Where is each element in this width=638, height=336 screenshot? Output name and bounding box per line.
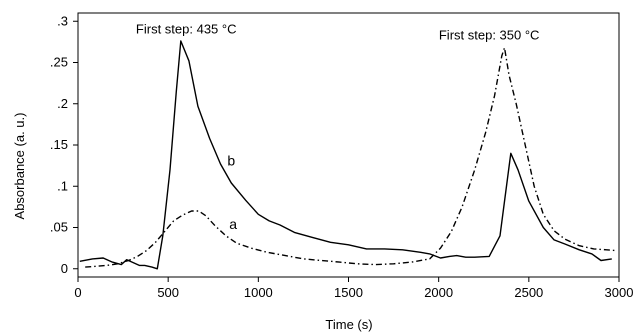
y-tick-label: .25 xyxy=(50,55,68,70)
x-tick-label: 500 xyxy=(157,285,179,300)
x-tick-label: 2500 xyxy=(514,285,543,300)
series-layer xyxy=(79,40,618,270)
y-axis: 0 .05 .1 .15 .2 .25 .3 xyxy=(50,13,78,276)
series-line-b xyxy=(79,40,612,270)
annotation-label: First step: 350 °C xyxy=(439,27,540,42)
x-axis: 0 500 1000 1500 2000 2500 3000 xyxy=(74,277,633,300)
x-tick-label: 2000 xyxy=(424,285,453,300)
x-tick-label: 0 xyxy=(74,285,81,300)
y-tick-label: .1 xyxy=(57,178,68,193)
annotation-label: First step: 435 °C xyxy=(136,22,237,37)
curve-label-a: a xyxy=(229,216,237,232)
y-tick-label: .2 xyxy=(57,96,68,111)
x-tick-label: 1500 xyxy=(334,285,363,300)
y-tick-label: .3 xyxy=(57,13,68,28)
series-line-a xyxy=(85,47,618,268)
x-tick-label: 1000 xyxy=(244,285,273,300)
x-tick-label: 3000 xyxy=(605,285,634,300)
x-axis-title: Time (s) xyxy=(325,317,372,332)
annotation-layer: First step: 435 °C First step: 350 °C b a xyxy=(136,22,540,233)
y-tick-label: .15 xyxy=(50,137,68,152)
curve-label-b: b xyxy=(227,153,235,169)
y-tick-label: 0 xyxy=(61,261,68,276)
y-axis-title: Absorbance (a. u.) xyxy=(12,113,27,220)
y-tick-label: .05 xyxy=(50,220,68,235)
